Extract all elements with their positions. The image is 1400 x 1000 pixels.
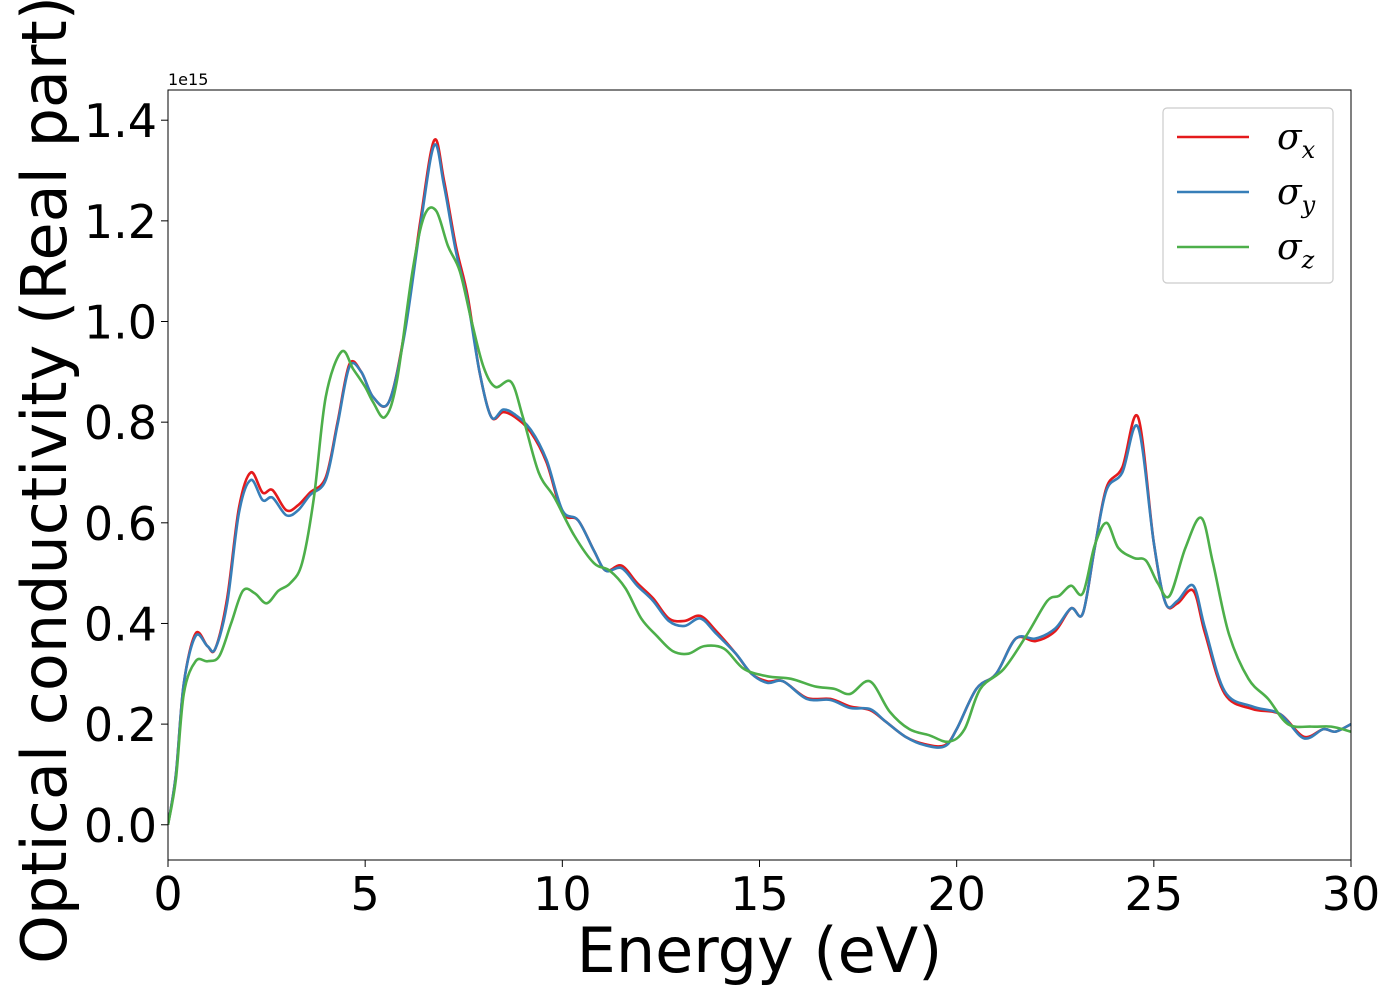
legend-box [1162,107,1334,284]
series-line-sigma-z [168,206,1351,825]
y-tick-label: 0.4 [84,597,157,651]
x-tick-label: 15 [730,867,789,921]
x-tick-label: 5 [351,867,380,921]
x-tick-label: 30 [1322,867,1381,921]
y-axis: 0.0 0.2 0.4 0.6 0.8 1.0 1.2 1.4 [84,94,168,853]
x-tick-label: 10 [533,867,592,921]
x-axis: 0 5 10 15 20 25 30 [153,860,1380,921]
y-tick-label: 0.6 [84,497,157,551]
y-axis-title: Optical conductivity (Real part) [8,0,81,964]
y-tick-label: 0.0 [84,799,157,853]
series-line-sigma-x [168,138,1351,825]
y-tick-label: 1.0 [84,296,157,350]
y-offset-text: 1e15 [168,70,208,89]
series-line-sigma-y [168,143,1351,825]
x-tick-label: 25 [1125,867,1184,921]
y-tick-label: 1.4 [84,94,157,148]
y-tick-label: 1.2 [84,195,157,249]
y-tick-label: 0.2 [84,698,157,752]
y-tick-label: 0.8 [84,396,157,450]
series-layer [168,138,1351,825]
x-tick-label: 20 [927,867,986,921]
x-axis-title: Energy (eV) [577,914,943,987]
x-tick-label: 0 [153,867,182,921]
